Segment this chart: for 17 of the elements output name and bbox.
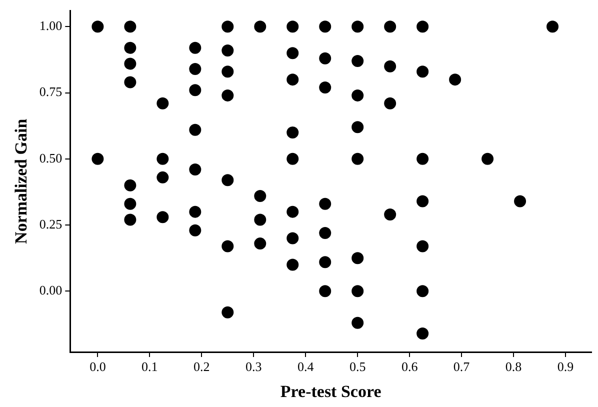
x-axis-title: Pre-test Score <box>280 382 382 402</box>
x-tick-label: 0.6 <box>401 359 418 374</box>
y-tick-label: 0.50 <box>39 150 62 166</box>
y-tick-label: 1.00 <box>39 18 62 34</box>
x-tick-label: 0.2 <box>194 359 210 374</box>
x-tick-label: 0.9 <box>557 359 574 374</box>
x-tick-label: 0.3 <box>246 359 262 374</box>
x-tick-label: 0.7 <box>453 359 470 374</box>
y-axis-title: Normalized Gain <box>12 118 31 244</box>
x-tick-label: 0.1 <box>142 359 158 374</box>
x-tick-label: 0.8 <box>505 359 522 374</box>
x-tick-label: 0.5 <box>349 359 366 374</box>
y-tick-label: 0.00 <box>39 282 62 298</box>
y-tick-label: 0.25 <box>39 216 62 232</box>
y-tick-label: 0.75 <box>39 84 62 100</box>
x-tick-label: 0.0 <box>90 359 106 374</box>
x-tick-label: 0.4 <box>297 359 314 374</box>
